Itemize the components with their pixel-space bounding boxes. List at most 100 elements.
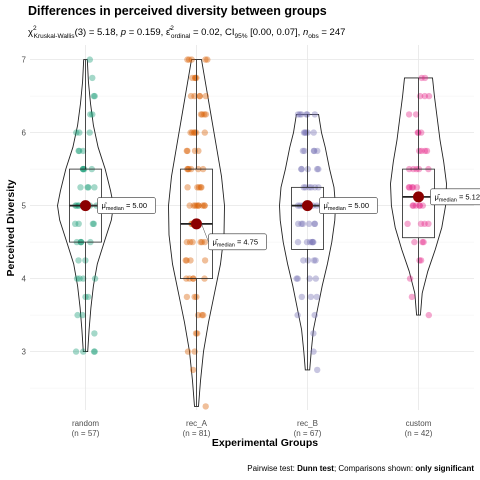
y-tick-label: 5 xyxy=(22,202,27,211)
data-point xyxy=(408,184,416,191)
data-point xyxy=(410,202,417,209)
data-point xyxy=(298,111,305,118)
data-point xyxy=(419,238,426,246)
data-point xyxy=(190,129,198,136)
violin-groups: μ̂median = 5.00 μ̂median = 4.75 μ̂median =… xyxy=(57,56,480,410)
median-label-box xyxy=(430,188,480,206)
data-point xyxy=(303,238,311,246)
violin-outline xyxy=(279,113,336,371)
data-point xyxy=(188,56,195,63)
median-label-box xyxy=(97,197,156,214)
data-point xyxy=(80,348,87,355)
data-point xyxy=(196,92,203,100)
violin-outline xyxy=(57,59,114,353)
data-point xyxy=(89,111,96,118)
data-point xyxy=(406,184,413,191)
data-point xyxy=(412,202,420,209)
data-point xyxy=(413,184,421,191)
data-point xyxy=(201,129,208,136)
data-point xyxy=(77,184,84,191)
data-point xyxy=(89,220,97,227)
median-label-box xyxy=(319,197,378,214)
data-point xyxy=(294,111,302,118)
data-point xyxy=(314,366,321,374)
data-point xyxy=(305,220,313,227)
data-point xyxy=(86,56,94,63)
data-point xyxy=(91,330,98,337)
data-point xyxy=(90,220,98,227)
data-point xyxy=(204,56,211,63)
data-point xyxy=(198,238,206,246)
data-point xyxy=(195,202,202,209)
data-point xyxy=(189,238,196,246)
data-point xyxy=(201,238,208,246)
data-point xyxy=(91,184,98,191)
data-point xyxy=(310,257,318,264)
x-axis-title: Experimental Groups xyxy=(212,437,318,449)
median-dot xyxy=(413,191,424,203)
data-point xyxy=(184,184,191,191)
data-point xyxy=(418,147,425,155)
data-point xyxy=(421,74,429,82)
data-point xyxy=(414,129,421,136)
data-point xyxy=(184,56,191,63)
data-point xyxy=(189,129,196,136)
data-point xyxy=(184,147,191,155)
data-point xyxy=(198,311,206,319)
grid-lines xyxy=(30,45,474,410)
data-point xyxy=(421,220,428,227)
data-point xyxy=(310,238,317,246)
y-axis-title: Perceived Diversity xyxy=(5,179,17,276)
data-point xyxy=(404,220,411,227)
data-point xyxy=(417,220,425,227)
data-point xyxy=(73,129,80,136)
data-point xyxy=(423,147,431,155)
data-point xyxy=(298,293,305,301)
data-point xyxy=(202,111,210,118)
y-axis-ticks: 3 4 5 6 7 xyxy=(22,56,27,357)
y-tick-label: 6 xyxy=(22,129,27,138)
group-custom: μ̂median = 5.12 xyxy=(390,74,480,319)
data-point xyxy=(86,129,93,136)
data-point xyxy=(310,330,317,337)
data-point xyxy=(192,202,199,209)
data-point xyxy=(406,275,414,282)
data-point xyxy=(412,111,420,118)
median-label-text: μ̂median = 5.00 xyxy=(324,201,370,212)
data-point xyxy=(409,202,416,209)
x-tick-label: custom xyxy=(406,419,432,428)
data-point xyxy=(194,184,201,191)
data-point xyxy=(312,257,319,264)
data-point xyxy=(90,92,98,100)
data-point xyxy=(311,147,318,155)
x-tick-count: (n = 57) xyxy=(72,429,100,438)
data-point xyxy=(408,293,416,301)
median-label-text: μ̂median = 4.75 xyxy=(213,237,259,248)
data-point xyxy=(425,220,432,227)
x-tick-label: rec_B xyxy=(297,419,318,428)
data-point xyxy=(298,165,305,173)
data-point xyxy=(294,238,302,246)
data-point xyxy=(298,165,305,173)
data-point xyxy=(200,311,207,319)
median-label-text: μ̂median = 5.00 xyxy=(102,201,148,212)
data-point xyxy=(202,56,209,63)
data-point xyxy=(186,238,194,246)
data-point xyxy=(197,184,204,191)
data-point xyxy=(190,202,197,209)
data-point xyxy=(314,165,321,173)
data-point xyxy=(425,311,432,319)
data-point xyxy=(303,111,310,118)
data-point xyxy=(301,129,309,136)
data-point xyxy=(416,147,423,155)
median-dot xyxy=(80,200,91,212)
data-point xyxy=(199,202,206,209)
data-point xyxy=(416,202,423,209)
data-point xyxy=(309,238,316,246)
data-point xyxy=(405,184,413,191)
data-point xyxy=(76,275,83,282)
data-point xyxy=(299,147,307,155)
data-point xyxy=(189,74,196,82)
data-point xyxy=(306,275,313,282)
